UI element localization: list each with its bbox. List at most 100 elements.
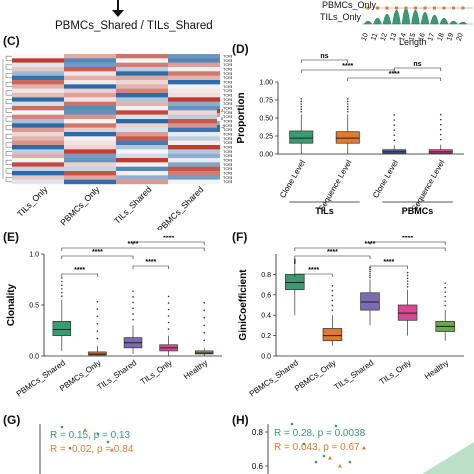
dist-peak bbox=[382, 13, 392, 25]
box-outlier bbox=[300, 98, 303, 100]
box-outlier bbox=[331, 289, 334, 292]
box-outlier bbox=[203, 309, 205, 312]
boxplot-f: 0.0 0.2 0.4 0.6 0.8 GiniCoefficient PBMCs_Shar… bbox=[238, 236, 464, 399]
box-outlier bbox=[167, 328, 170, 330]
group-label: PBMCs bbox=[402, 206, 434, 216]
significance-label: **** bbox=[383, 259, 394, 266]
significance-label: **** bbox=[342, 63, 353, 70]
flow-label: PBMCs_Shared / TILs_Shared bbox=[55, 20, 213, 32]
heatmap-cell bbox=[116, 97, 168, 102]
heatmap-cell bbox=[168, 80, 220, 85]
heatmap-cell bbox=[116, 162, 168, 167]
heatmap-row-name: TCRBV26 bbox=[223, 163, 232, 167]
heatmap-cell bbox=[116, 110, 168, 115]
box-outlier bbox=[439, 113, 442, 116]
heatmap-legend-swatch bbox=[217, 125, 220, 129]
y-tick-label: 0.25 bbox=[259, 134, 273, 141]
dist-marker bbox=[461, 6, 465, 10]
box-outlier bbox=[300, 105, 303, 108]
x-category-label: Sequence Level bbox=[317, 158, 354, 212]
heatmap-legend-swatch bbox=[217, 117, 220, 121]
correlation-stat: R = 0.15, p = 0.13 bbox=[50, 430, 130, 441]
heatmap-row-name: TCRBV19 bbox=[223, 133, 232, 137]
dist-marker bbox=[376, 6, 379, 10]
dist-peak bbox=[449, 20, 458, 25]
heatmap-legend-swatch bbox=[217, 121, 220, 125]
box-outlier bbox=[203, 332, 205, 334]
heatmap-row-name: TCRBV07 bbox=[223, 81, 232, 85]
heatmap-cell bbox=[12, 119, 64, 124]
y-tick-label: 1.00 bbox=[259, 80, 273, 87]
box-body bbox=[335, 131, 360, 144]
box-outlier bbox=[369, 270, 371, 273]
y-axis-label: GiniCoefficient bbox=[238, 269, 249, 341]
dendrogram-branch bbox=[5, 90, 12, 96]
correlation-stat: R = 0.043, p = 0.67 bbox=[274, 442, 360, 453]
significance-bracket bbox=[347, 77, 442, 81]
heatmap-column-label: TILs_Shared bbox=[112, 184, 154, 226]
heatmap-cell bbox=[168, 101, 220, 107]
heatmap-cell bbox=[64, 71, 116, 76]
heatmap-cell bbox=[116, 106, 168, 111]
dist-peak bbox=[373, 17, 382, 25]
heatmap-row-name: TCRBV05 bbox=[223, 72, 232, 76]
box-outlier bbox=[346, 108, 349, 111]
dist-peak bbox=[420, 11, 430, 25]
dist-tick-label: 10 bbox=[361, 32, 370, 42]
heatmap-cell bbox=[116, 123, 168, 128]
heatmap-cell bbox=[168, 158, 220, 163]
heatmap-legend-tick: 2 bbox=[221, 108, 224, 113]
scatter-point bbox=[334, 424, 338, 428]
box-outlier bbox=[444, 304, 446, 307]
dendrogram-branch bbox=[5, 81, 12, 87]
x-category-label: TILs_Only bbox=[378, 358, 413, 386]
dist-peak bbox=[401, 7, 411, 25]
heatmap-row-name: TCRBV08 bbox=[223, 85, 232, 89]
box-outlier bbox=[406, 277, 409, 280]
dist-tick-label: 18 bbox=[437, 32, 446, 42]
box-outlier bbox=[444, 300, 446, 302]
heatmap-cell bbox=[12, 71, 64, 76]
dendrogram-branch bbox=[5, 142, 12, 148]
heatmap-cell bbox=[12, 75, 64, 81]
heatmap-cell bbox=[116, 179, 168, 185]
dist-peak bbox=[363, 20, 373, 25]
box-outlier bbox=[96, 322, 99, 325]
heatmap-cell bbox=[116, 166, 168, 172]
heatmap-cell bbox=[64, 140, 116, 146]
x-category-label: PBMCs_Shared bbox=[15, 358, 67, 398]
scatter-point bbox=[314, 460, 318, 464]
flow-arrow-area bbox=[112, 0, 124, 17]
box-outlier bbox=[439, 118, 442, 121]
heatmap-cell bbox=[64, 67, 116, 72]
heatmap-cell bbox=[64, 123, 116, 128]
heatmap-cell bbox=[168, 175, 220, 180]
heatmap-cell bbox=[12, 153, 64, 159]
panel-label-d: (D) bbox=[232, 42, 249, 56]
y-tick-label: 0.75 bbox=[259, 98, 273, 105]
significance-bracket bbox=[393, 67, 442, 71]
heatmap-column-label: TILs_Only bbox=[15, 184, 50, 219]
panel-label-c: (C) bbox=[3, 34, 20, 48]
significance-bracket bbox=[300, 69, 395, 73]
heatmap-cell bbox=[168, 58, 220, 63]
box-outlier bbox=[369, 268, 371, 271]
box-outlier bbox=[61, 295, 63, 298]
heatmap-row-name: TCRBV03 bbox=[223, 63, 232, 67]
box-outlier bbox=[393, 139, 396, 142]
heatmap-cell bbox=[64, 132, 116, 137]
dist-peak bbox=[458, 21, 468, 25]
dendrogram-branch bbox=[5, 133, 12, 139]
boxplot-e: 0.00.51.0ClonalityPBMCs_SharedPBMCs_Only… bbox=[6, 236, 222, 399]
heatmap-cell bbox=[64, 97, 116, 102]
heatmap-row-name: TCRBV18 bbox=[223, 128, 232, 132]
scatter-point bbox=[60, 425, 64, 429]
heatmap-cell bbox=[64, 145, 116, 150]
heatmap-cell bbox=[12, 84, 64, 89]
box-outlier bbox=[444, 295, 446, 298]
heatmap-cell bbox=[116, 93, 168, 98]
significance-label: ns bbox=[320, 53, 328, 60]
heatmap-cell bbox=[168, 136, 220, 141]
box-outlier bbox=[331, 299, 334, 302]
dist-marker bbox=[433, 6, 436, 10]
